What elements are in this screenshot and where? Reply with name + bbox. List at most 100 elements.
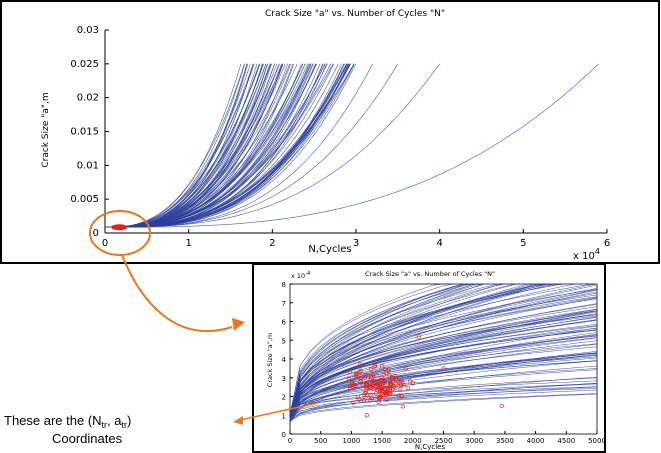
transition-point-marker — [387, 391, 392, 396]
transition-point-marker — [384, 370, 389, 376]
crack-growth-curve — [289, 283, 597, 421]
transition-point-marker — [387, 373, 392, 378]
transition-point-marker — [386, 367, 391, 372]
crack-growth-curve — [289, 382, 598, 422]
crack-growth-curve — [289, 393, 598, 421]
transition-point-marker — [388, 381, 393, 386]
transition-point-marker — [363, 373, 368, 378]
crack-growth-curve — [289, 383, 598, 415]
transition-point-marker — [499, 403, 504, 409]
transition-point-marker — [380, 364, 385, 369]
inset-x-tick-label: 2000 — [404, 437, 422, 445]
transition-point-marker — [403, 366, 408, 372]
transition-point-marker — [353, 373, 359, 378]
transition-point-marker — [364, 381, 369, 386]
crack-growth-curve — [289, 297, 598, 414]
transition-point-marker — [371, 386, 376, 391]
crack-growth-curve — [289, 340, 598, 421]
transition-point-marker — [378, 395, 383, 400]
transition-points-blob — [111, 224, 128, 231]
transition-point-marker — [385, 387, 390, 392]
crack-growth-curve — [289, 335, 598, 421]
connector-arrow — [121, 254, 233, 333]
crack-growth-curve — [289, 327, 598, 417]
top-x-tick-label: 6 — [604, 238, 610, 249]
crack-growth-curve — [105, 63, 280, 228]
inset-x-tick-label: 1500 — [373, 437, 391, 445]
crack-growth-curve — [289, 283, 597, 416]
crack-growth-curve — [289, 343, 598, 416]
crack-growth-curve — [289, 360, 598, 415]
crack-growth-curve — [289, 388, 598, 419]
transition-point-marker — [379, 385, 384, 390]
transition-point-marker — [387, 388, 393, 394]
transition-point-marker — [399, 394, 404, 399]
transition-point-marker — [379, 375, 384, 380]
crack-growth-curve — [289, 380, 598, 414]
crack-growth-curve — [105, 63, 251, 228]
annotation-line1: These are the (Ntr, atr) — [4, 413, 131, 430]
inset-chart-title: Crack Size "a" vs. Number of Cycles "N" — [365, 270, 495, 278]
top-x-multiplier: x 104 — [573, 247, 600, 262]
crack-growth-curve — [289, 288, 598, 418]
top-x-tick-label: 2 — [269, 238, 275, 249]
inset-y-tick-label: 7 — [282, 300, 286, 308]
transition-point-marker — [353, 383, 358, 388]
crack-growth-curve — [289, 283, 598, 415]
transition-point-marker — [401, 382, 407, 388]
transition-point-marker — [397, 383, 402, 388]
crack-growth-curve — [289, 360, 598, 415]
inset-y-tick-label: 0 — [282, 431, 286, 439]
crack-growth-curve — [289, 365, 598, 421]
crack-growth-curve — [105, 63, 599, 228]
transition-point-marker — [367, 384, 372, 389]
top-y-tick-label: 0.025 — [70, 59, 99, 70]
inset-y-tick-label: 2 — [282, 394, 286, 402]
crack-growth-curve — [289, 310, 598, 415]
inset-x-tick-label: 4500 — [557, 437, 575, 445]
transition-point-marker — [361, 398, 367, 403]
top-y-tick-label: 0 — [93, 228, 99, 239]
transition-point-marker — [364, 413, 369, 418]
transition-point-marker — [357, 362, 363, 367]
transition-point-marker — [368, 392, 373, 397]
transition-point-marker — [347, 369, 352, 374]
crack-growth-curve — [289, 319, 598, 416]
connector-arrowhead — [232, 318, 245, 331]
crack-growth-curve — [289, 337, 598, 418]
transition-point-marker — [355, 394, 361, 400]
crack-growth-curve — [105, 63, 294, 228]
top-x-tick-label: 1 — [185, 238, 191, 249]
crack-growth-curve — [289, 377, 598, 418]
transition-point-marker — [375, 387, 380, 393]
crack-growth-curve — [289, 393, 598, 422]
inset-x-tick-label: 500 — [314, 437, 327, 445]
crack-growth-curve — [289, 346, 598, 419]
transition-point-marker — [357, 369, 362, 375]
transition-point-marker — [382, 379, 387, 384]
transition-point-marker — [381, 379, 387, 385]
crack-growth-curve — [289, 355, 598, 422]
top-y-tick-label: 0.01 — [77, 160, 99, 171]
top-chart: 0 0.005 0.01 0.015 0.02 0.025 0.03 0 1 2 3 4 5 6 Crack… — [41, 9, 610, 262]
crack-growth-curve — [289, 389, 598, 418]
top-y-axis-title: Crack Size "a",m — [41, 92, 51, 167]
inset-x-tick-label: 2500 — [435, 437, 453, 445]
crack-growth-curve — [289, 288, 598, 422]
transition-point-marker — [389, 375, 394, 380]
inset-y-tick-label: 6 — [282, 319, 287, 327]
transition-point-marker — [399, 378, 404, 383]
top-y-tick-label: 0.005 — [70, 194, 99, 205]
inset-y-tick-label: 1 — [282, 412, 286, 420]
inset-chart: 0 1 2 3 4 5 6 7 8 0 500 1000 1500 2000 2500 3000 3500 400… — [266, 270, 606, 451]
inset-x-tick-label: 3500 — [496, 437, 514, 445]
crack-growth-curve — [289, 284, 598, 420]
transition-point-marker — [400, 404, 406, 409]
transition-point-marker — [368, 374, 374, 379]
highlight-circle — [89, 210, 151, 256]
inset-x-tick-label: 5000 — [588, 437, 606, 445]
top-y-tick-label: 0.02 — [77, 93, 99, 104]
transition-point-marker — [384, 397, 389, 402]
transition-point-marker — [405, 385, 411, 391]
